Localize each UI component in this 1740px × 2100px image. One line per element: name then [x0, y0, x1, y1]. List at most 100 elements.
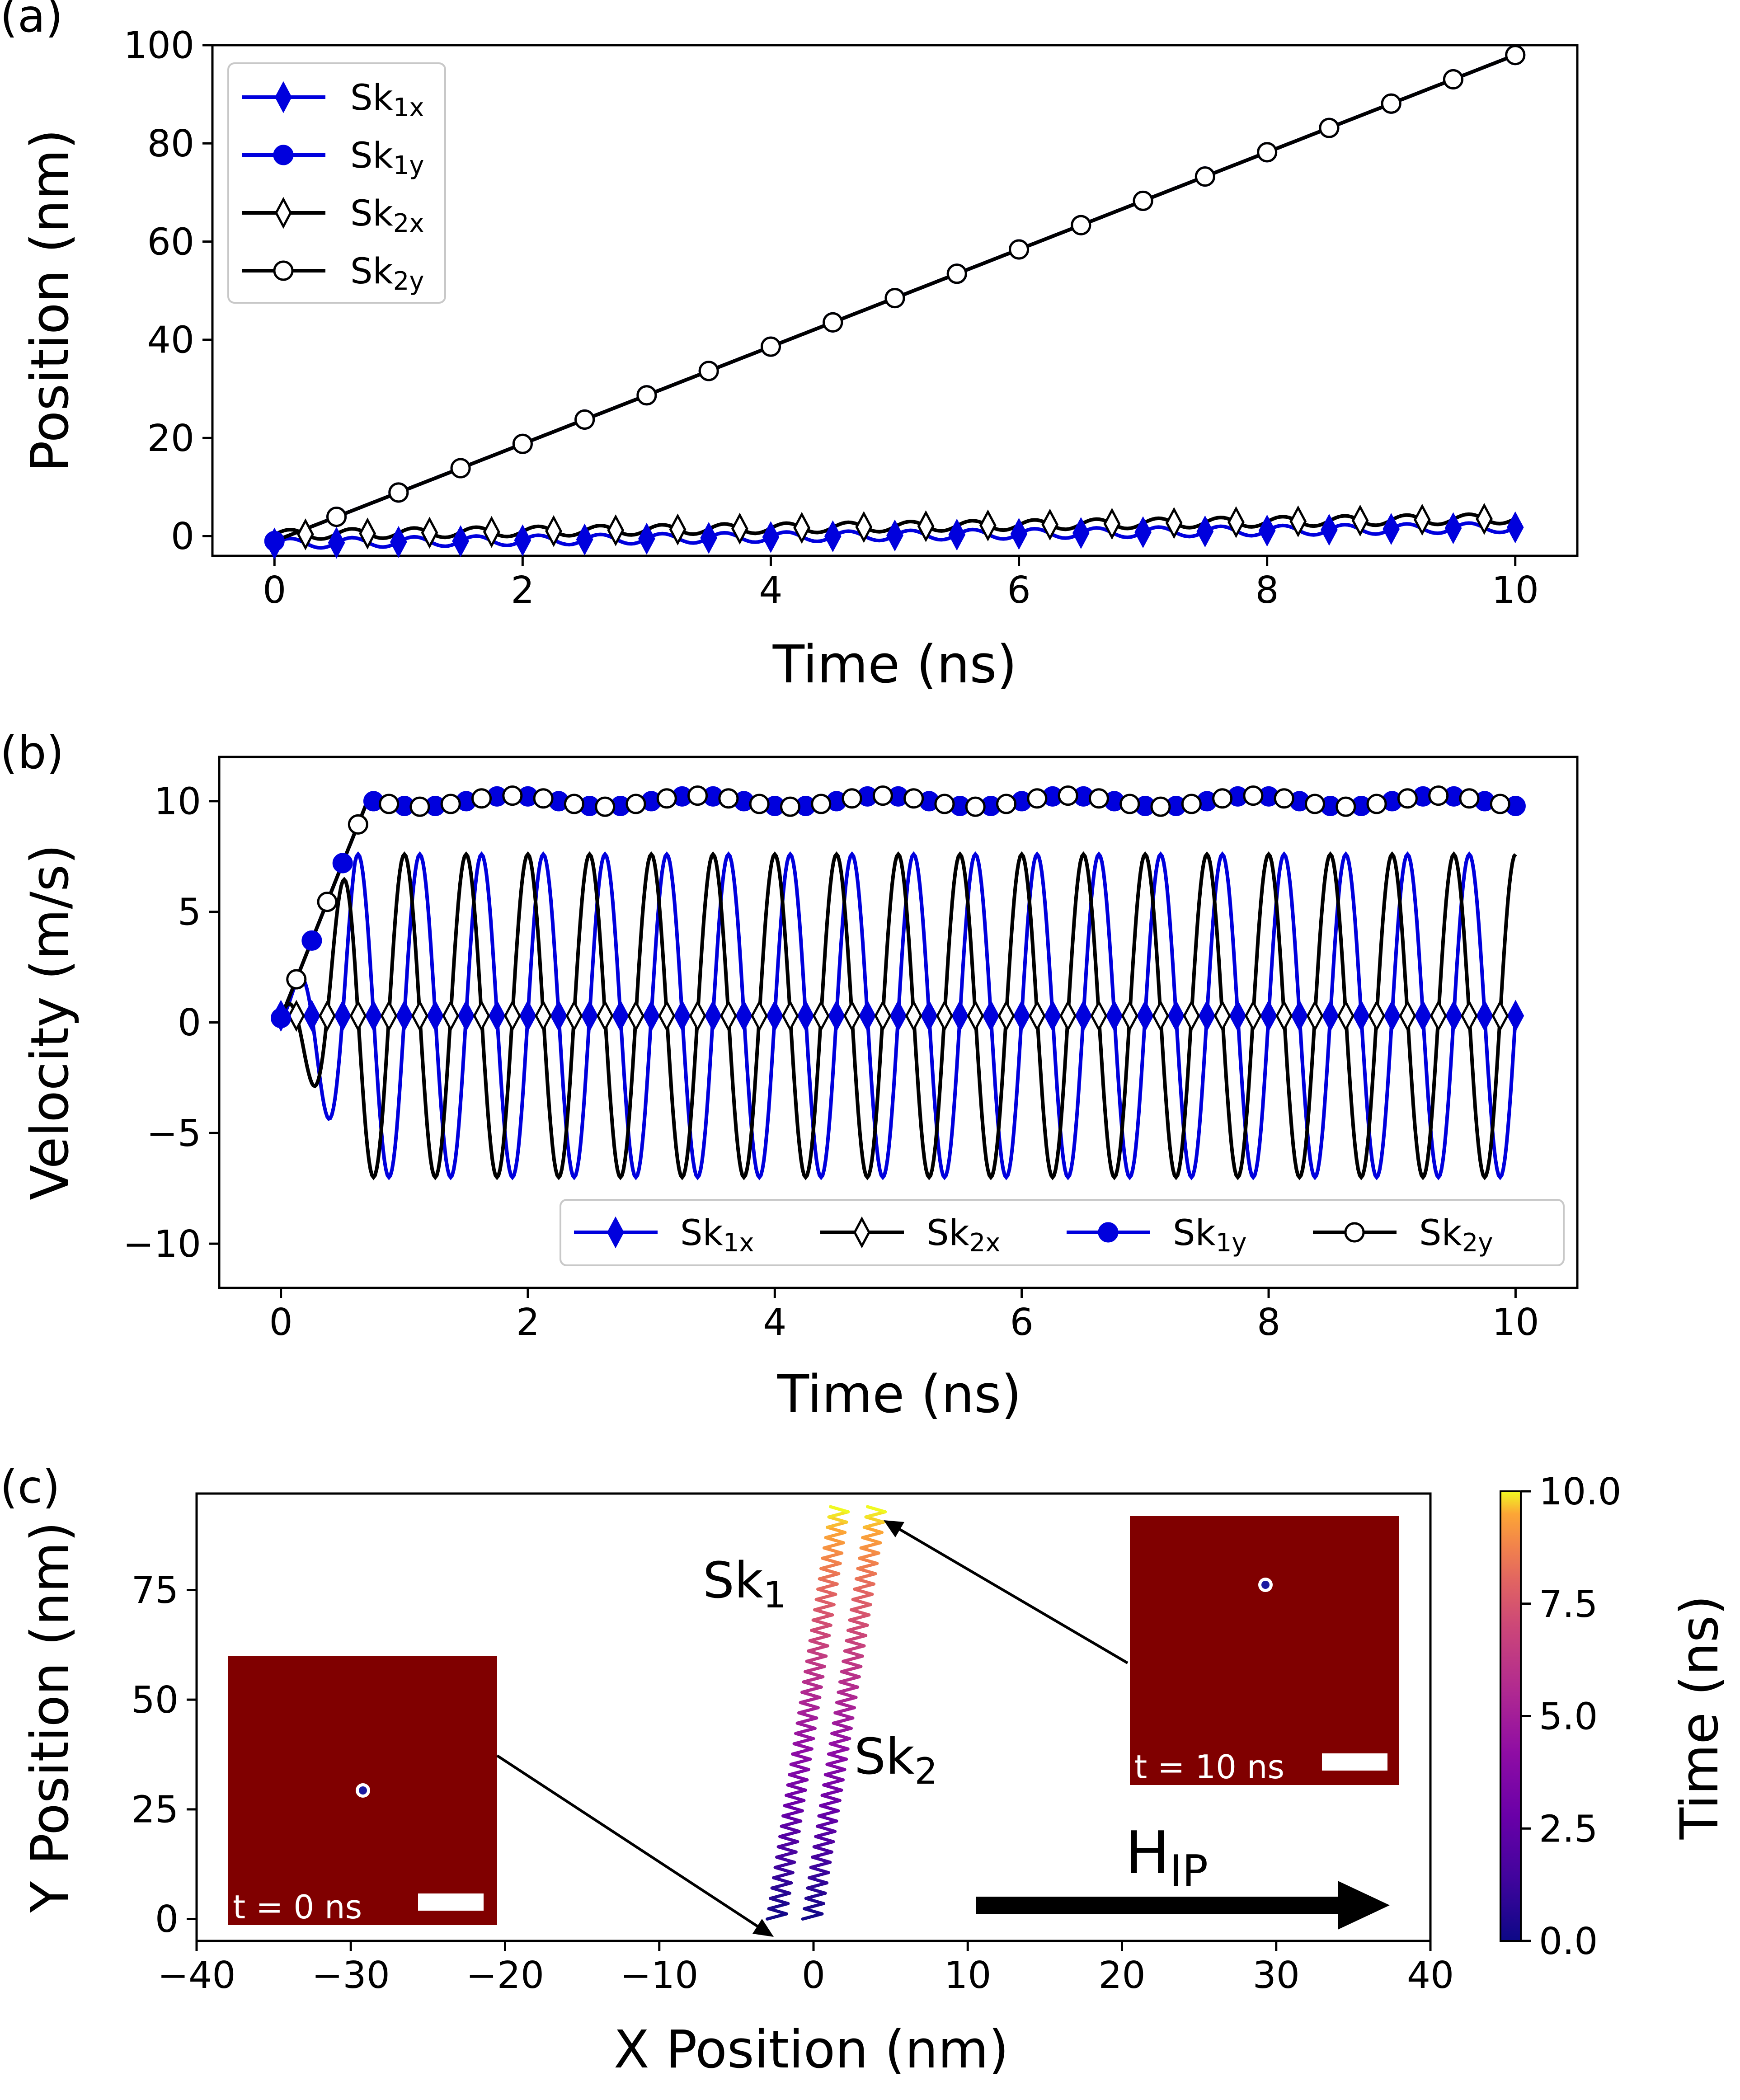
- trajectory-segment-Sk2: [814, 1835, 835, 1843]
- trajectory-segment-Sk1: [797, 1706, 820, 1715]
- legend-marker-Sk1y: [1098, 1222, 1119, 1243]
- marker-Sk2y: [749, 794, 770, 814]
- marker-Sk1x: [1506, 511, 1524, 544]
- y-tick-label: 0: [155, 1898, 179, 1941]
- trajectory-segment-Sk2: [827, 1747, 850, 1756]
- marker-Sk2x: [1351, 504, 1369, 537]
- trajectory-segment-Sk1: [824, 1531, 847, 1539]
- marker-Sk2x: [793, 512, 810, 544]
- marker-Sk2x: [1289, 505, 1307, 538]
- marker-Sk1x: [452, 525, 469, 557]
- legend-marker-Sk2x: [275, 197, 292, 229]
- marker-Sk2x: [1152, 1000, 1169, 1032]
- trajectory-segment-Sk1: [780, 1824, 801, 1833]
- marker-Sk1x: [1507, 1000, 1524, 1032]
- y-tick-label: 75: [132, 1569, 179, 1612]
- marker-Sk2y: [1397, 788, 1418, 809]
- marker-Sk2y: [1257, 142, 1278, 163]
- marker-Sk2y: [1336, 796, 1356, 817]
- y-tick-label: 25: [132, 1789, 179, 1832]
- trajectory-segment-Sk1: [827, 1510, 850, 1519]
- x-tick-label: 4: [759, 569, 782, 612]
- y-tick-label: 10: [154, 780, 201, 823]
- marker-Sk2y: [1181, 794, 1202, 814]
- marker-Sk2y: [1366, 794, 1387, 814]
- marker-Sk2x: [1337, 1000, 1354, 1032]
- marker-Sk1x: [514, 524, 531, 556]
- trajectory-segment-Sk2: [819, 1799, 842, 1808]
- marker-Sk2y: [440, 794, 461, 814]
- trajectory-segment-Sk1: [776, 1840, 799, 1849]
- x-tick-label: 10: [1492, 1301, 1539, 1344]
- marker-Sk1x: [1167, 1000, 1185, 1032]
- marker-Sk1x: [638, 522, 655, 555]
- trajectory-segment-Sk2: [848, 1613, 871, 1622]
- marker-Sk2y: [1505, 45, 1526, 66]
- trajectory-segment-Sk2: [811, 1856, 832, 1864]
- trajectory-segment-Sk2: [865, 1505, 887, 1513]
- inset-start-arrow: [496, 1754, 767, 1933]
- marker-Sk2y: [1194, 166, 1215, 187]
- trajectory-segment-Sk1: [805, 1654, 828, 1663]
- panel-c-trajectories: [766, 1505, 887, 1921]
- marker-Sk2y: [502, 785, 523, 806]
- marker-Sk1x: [1383, 1000, 1401, 1032]
- trajectory-segment-Sk2: [837, 1685, 860, 1694]
- marker-Sk2x: [855, 511, 873, 543]
- marker-Sk1x: [1258, 514, 1276, 547]
- trajectory-segment-Sk1: [778, 1830, 801, 1838]
- inset-end-time: t = 10 ns: [1134, 1748, 1284, 1786]
- trajectory-segment-Sk2: [854, 1572, 877, 1581]
- marker-Sk2y: [326, 507, 347, 527]
- marker-Sk2x: [1165, 507, 1183, 539]
- trajectory-segment-Sk1: [788, 1773, 809, 1782]
- field-arrow-head: [1338, 1881, 1390, 1930]
- trajectory-segment-Sk1: [792, 1742, 814, 1751]
- x-tick-label: −40: [157, 1954, 235, 1997]
- marker-Sk2y: [656, 788, 677, 809]
- legend-marker-Sk2y: [273, 260, 294, 281]
- marker-Sk2x: [442, 1000, 460, 1032]
- trajectory-segment-Sk1: [804, 1670, 825, 1678]
- inset-end-image: [1130, 1516, 1399, 1785]
- trajectory-segment-Sk1: [783, 1804, 804, 1813]
- x-tick-label: 0: [263, 569, 286, 612]
- marker-Sk2x: [565, 1000, 583, 1032]
- trajectory-segment-Sk2: [842, 1659, 863, 1668]
- trajectory-segment-Sk1: [829, 1505, 850, 1513]
- trajectory-segment-Sk1: [766, 1912, 788, 1921]
- trajectory-segment-Sk2: [812, 1840, 835, 1849]
- legend-label-Sk2y: Sk2y: [350, 251, 424, 296]
- trajectory-segment-Sk1: [802, 1680, 823, 1689]
- marker-Sk2y: [1443, 69, 1463, 90]
- marker-Sk2y: [1088, 788, 1109, 809]
- trajectory-segment-Sk2: [845, 1639, 866, 1648]
- marker-Sk2x: [1227, 506, 1245, 538]
- x-tick-label: 4: [763, 1301, 786, 1344]
- panel-c: −40 −30 −20 −10 0 10 20 30 40 0 25 50 75 Sk1 Sk2 t =…: [20, 1470, 1730, 2080]
- trajectory-segment-Sk1: [772, 1876, 793, 1885]
- marker-Sk2y: [595, 796, 616, 817]
- inset-start-arrowhead: [752, 1919, 774, 1937]
- trajectory-segment-Sk1: [808, 1639, 829, 1648]
- trajectory-segment-Sk1: [772, 1871, 795, 1879]
- x-tick-label: 10: [944, 1954, 991, 1997]
- marker-Sk1x: [390, 526, 407, 558]
- trajectory-segment-Sk1: [814, 1597, 836, 1607]
- panel-b-axes: 0 2 4 6 8 10 −10 −5 0 5 10: [123, 780, 1539, 1344]
- trajectory-segment-Sk2: [853, 1588, 874, 1596]
- colorbar-gradient: [1500, 1490, 1522, 1942]
- trajectory-segment-Sk2: [823, 1768, 846, 1776]
- trajectory-segment-Sk2: [861, 1536, 882, 1545]
- trajectory-segment-Sk1: [811, 1618, 832, 1627]
- marker-Sk2x: [596, 1000, 614, 1032]
- inset-start-scale-bar: [418, 1893, 484, 1911]
- marker-Sk1x: [457, 1000, 475, 1032]
- y-tick-label: 40: [147, 319, 194, 362]
- trajectory-segment-Sk1: [795, 1716, 818, 1725]
- marker-Sk2x: [1368, 1000, 1385, 1032]
- trajectory-segment-Sk2: [823, 1773, 845, 1782]
